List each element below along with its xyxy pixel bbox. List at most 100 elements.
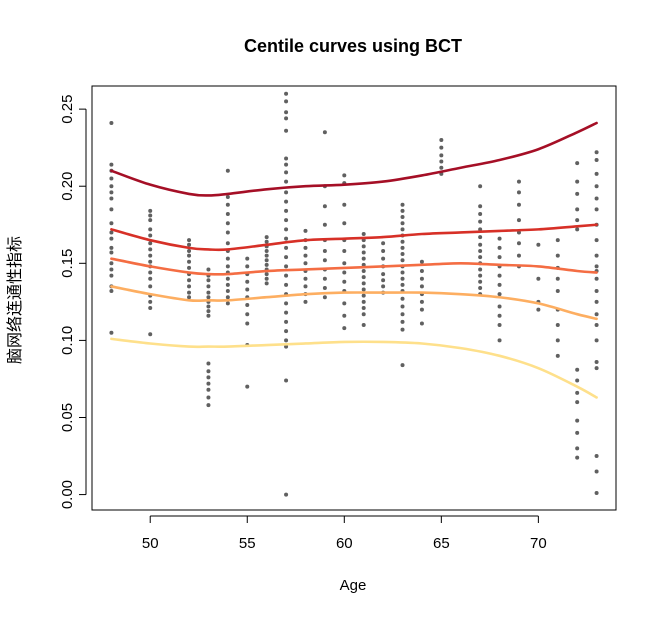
data-point: [381, 272, 386, 277]
data-point: [400, 208, 405, 213]
centile-curve-2: [110, 223, 598, 252]
data-point: [206, 369, 211, 374]
data-point: [206, 313, 211, 318]
data-point: [109, 245, 114, 250]
data-point: [400, 296, 405, 301]
data-point: [303, 253, 308, 258]
data-point: [478, 184, 483, 189]
data-point: [206, 375, 211, 380]
data-point: [478, 235, 483, 240]
data-point: [400, 282, 405, 287]
data-point: [284, 110, 289, 115]
data-point: [284, 170, 289, 175]
data-point: [206, 381, 211, 386]
data-point: [381, 241, 386, 246]
data-point: [439, 137, 444, 142]
data-point: [303, 261, 308, 266]
data-point: [478, 219, 483, 224]
y-tick-label: 0.15: [59, 249, 76, 278]
data-point: [206, 304, 211, 309]
data-point: [478, 279, 483, 284]
data-point: [284, 179, 289, 184]
data-point: [361, 244, 366, 249]
data-point: [109, 176, 114, 181]
data-point: [109, 207, 114, 212]
data-point: [400, 202, 405, 207]
data-point: [361, 256, 366, 261]
data-point: [594, 338, 599, 343]
data-point: [148, 253, 153, 258]
centile-curve-3: [110, 257, 598, 276]
data-point: [303, 276, 308, 281]
data-point: [400, 270, 405, 275]
data-point: [575, 218, 580, 223]
y-tick-label: 0.00: [59, 480, 76, 509]
data-point: [284, 282, 289, 287]
data-point: [497, 273, 502, 278]
data-point: [284, 190, 289, 195]
data-point: [206, 290, 211, 295]
data-point: [109, 250, 114, 255]
data-point: [594, 184, 599, 189]
data-point: [148, 276, 153, 281]
data-point: [594, 312, 599, 317]
data-point: [361, 312, 366, 317]
data-point: [342, 301, 347, 306]
data-point: [361, 250, 366, 255]
data-point: [225, 264, 230, 269]
x-tick-label: 55: [239, 535, 256, 552]
data-point: [342, 326, 347, 331]
y-tick-label: 0.20: [59, 172, 76, 201]
plot-frame: [91, 85, 617, 511]
data-point: [575, 378, 580, 383]
data-point: [594, 289, 599, 294]
data-point: [478, 211, 483, 216]
data-point: [284, 329, 289, 334]
data-point: [400, 276, 405, 281]
data-point: [148, 208, 153, 213]
data-point: [478, 255, 483, 260]
y-axis-label: 脑网络连通性指标: [5, 236, 24, 364]
data-point: [303, 228, 308, 233]
data-point: [148, 270, 153, 275]
data-point: [361, 281, 366, 286]
data-point: [439, 165, 444, 170]
data-point: [245, 321, 250, 326]
data-point: [284, 301, 289, 306]
data-point: [497, 322, 502, 327]
data-point: [478, 204, 483, 209]
data-point: [361, 269, 366, 274]
data-point: [439, 153, 444, 158]
data-point: [245, 384, 250, 389]
data-point: [419, 321, 424, 326]
data-point: [225, 256, 230, 261]
data-point: [225, 295, 230, 300]
data-point: [555, 276, 560, 281]
data-point: [478, 242, 483, 247]
data-point: [148, 218, 153, 223]
data-point: [148, 227, 153, 232]
data-point: [400, 327, 405, 332]
data-point: [206, 267, 211, 272]
data-point: [439, 145, 444, 150]
data-point: [419, 299, 424, 304]
data-point: [187, 238, 192, 243]
data-point: [148, 241, 153, 246]
data-point: [148, 213, 153, 218]
data-point: [148, 284, 153, 289]
data-point: [109, 162, 114, 167]
data-point: [206, 395, 211, 400]
data-point: [575, 367, 580, 372]
data-point: [575, 207, 580, 212]
data-point: [381, 278, 386, 283]
data-point: [361, 299, 366, 304]
data-point: [516, 241, 521, 246]
data-point: [225, 211, 230, 216]
data-point: [284, 319, 289, 324]
data-point: [284, 128, 289, 133]
data-point: [284, 338, 289, 343]
x-tick-label: 65: [433, 535, 450, 552]
data-point: [284, 199, 289, 204]
data-point: [516, 179, 521, 184]
data-point: [284, 91, 289, 96]
